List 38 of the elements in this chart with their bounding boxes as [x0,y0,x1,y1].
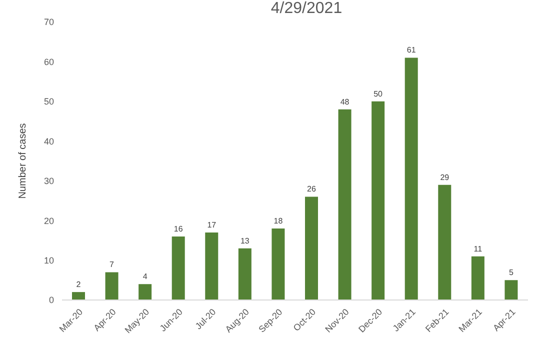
bar [138,284,152,300]
chart-title: 4/29/2021 [270,0,344,18]
bar [205,232,218,300]
bar [305,196,318,300]
data-label: 2 [76,280,82,290]
y-tick-label: 10 [44,255,54,266]
data-label: 48 [340,97,350,106]
data-label: 29 [440,172,450,182]
bar [504,280,518,300]
data-label: 5 [508,268,514,278]
bar [438,184,452,300]
y-tick-label: 60 [44,56,54,67]
bar [105,272,118,300]
bar [372,101,385,300]
data-label: 18 [274,216,284,226]
data-label: 26 [307,184,316,194]
bar [238,248,252,300]
data-label: 50 [374,89,384,98]
bar [471,256,484,300]
bar [404,58,418,300]
bar [172,236,185,300]
data-label: 7 [110,260,115,270]
data-label: 16 [174,224,184,234]
y-tick-label: 30 [44,176,54,186]
y-tick-label: 50 [44,96,54,107]
y-tick-label: 20 [44,216,54,226]
y-tick-label: 0 [48,295,54,306]
data-label: 11 [474,244,483,254]
data-label: 13 [240,236,250,246]
y-tick-label: 40 [44,136,54,146]
bar [72,292,85,300]
bar [272,228,285,300]
data-label: 4 [142,272,148,282]
data-label: 61 [406,46,416,55]
bar [338,109,352,300]
y-axis-title: Number of cases [18,123,29,199]
y-tick-label: 70 [44,17,54,28]
data-label: 17 [207,220,217,230]
